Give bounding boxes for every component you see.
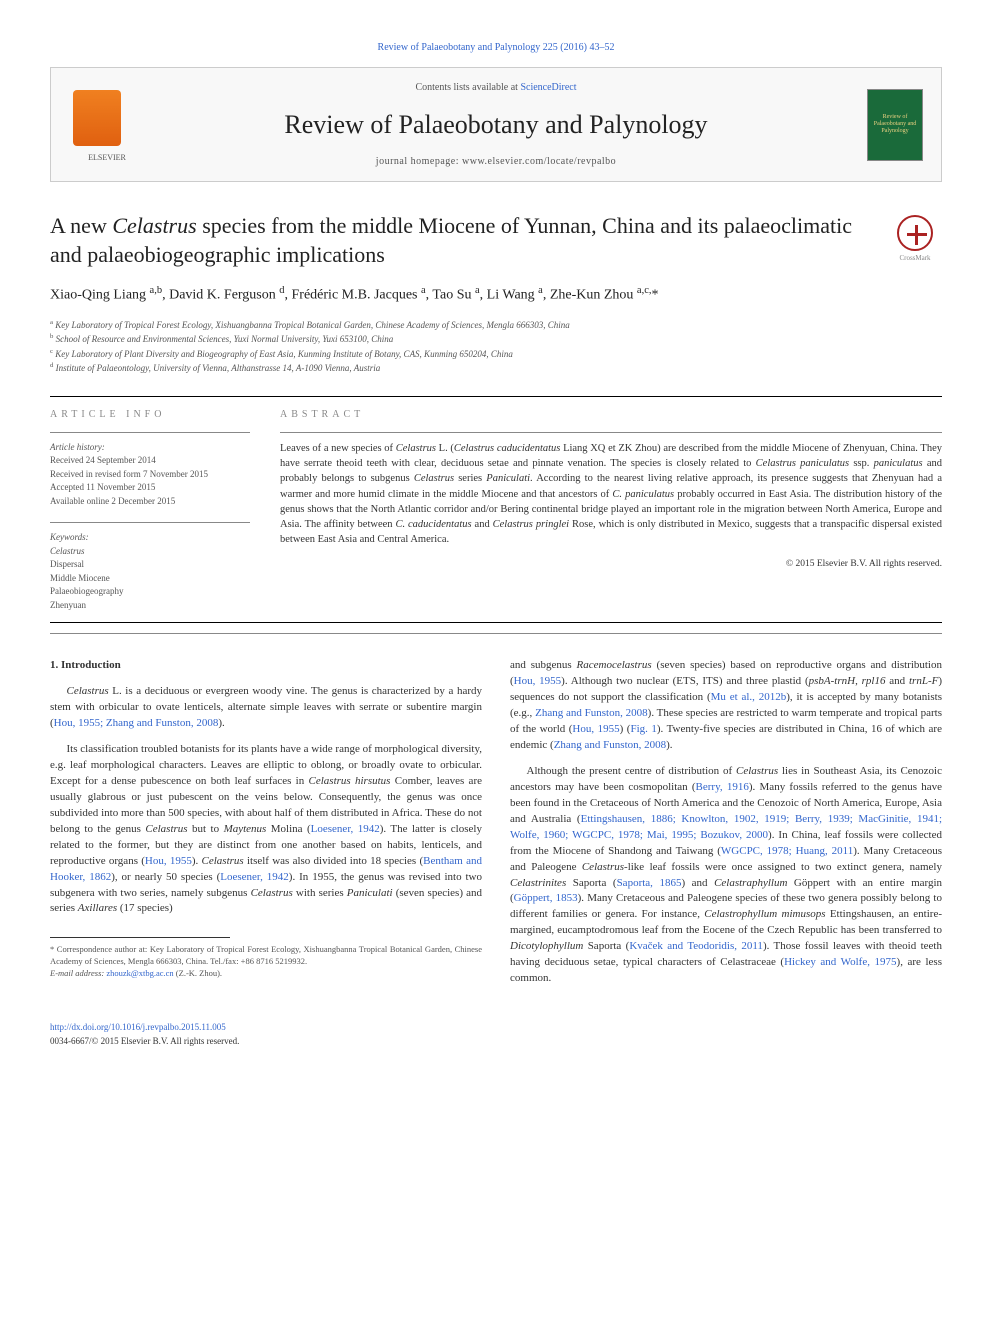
affiliation-line: d Institute of Palaeontology, University… [50, 361, 942, 376]
keyword: Palaeobiogeography [50, 585, 250, 599]
crossmark-icon [897, 215, 933, 251]
body-column-left: 1. Introduction Celastrus L. is a decidu… [50, 658, 482, 997]
corresponding-author-footnote: * Correspondence author at: Key Laborato… [50, 944, 482, 980]
keywords: Keywords: CelastrusDispersalMiddle Mioce… [50, 531, 250, 612]
journal-name: Review of Palaeobotany and Palynology [145, 105, 847, 144]
abstract-copyright: © 2015 Elsevier B.V. All rights reserved… [280, 557, 942, 571]
footnote-separator [50, 937, 230, 938]
rule [50, 633, 942, 634]
doi-link[interactable]: http://dx.doi.org/10.1016/j.revpalbo.201… [50, 1022, 226, 1032]
history-line: Received in revised form 7 November 2015 [50, 468, 250, 482]
affiliations: a Key Laboratory of Tropical Forest Ecol… [50, 318, 942, 376]
keyword: Dispersal [50, 558, 250, 572]
publisher-logo: ELSEVIER [69, 86, 145, 164]
article-history: Article history: Received 24 September 2… [50, 441, 250, 509]
affiliation-line: b School of Resource and Environmental S… [50, 332, 942, 347]
rule [50, 622, 942, 623]
contents-line: Contents lists available at ScienceDirec… [145, 80, 847, 95]
body-paragraph: and subgenus Racemocelastrus (seven spec… [510, 658, 942, 754]
affiliation-line: a Key Laboratory of Tropical Forest Ecol… [50, 318, 942, 333]
keyword: Middle Miocene [50, 572, 250, 586]
journal-homepage: journal homepage: www.elsevier.com/locat… [145, 154, 847, 169]
authors: Xiao-Qing Liang a,b, David K. Ferguson d… [50, 283, 942, 306]
body-column-right: and subgenus Racemocelastrus (seven spec… [510, 658, 942, 997]
body-paragraph: Celastrus L. is a deciduous or evergreen… [50, 684, 482, 732]
history-line: Received 24 September 2014 [50, 454, 250, 468]
affiliation-line: c Key Laboratory of Plant Diversity and … [50, 347, 942, 362]
keyword: Zhenyuan [50, 599, 250, 613]
journal-header: ELSEVIER Contents lists available at Sci… [50, 67, 942, 182]
email-link[interactable]: zhouzk@xtbg.ac.cn [106, 968, 173, 978]
journal-cover-thumb: Review of Palaeobotany and Palynology [867, 89, 923, 161]
section-heading: 1. Introduction [50, 658, 482, 674]
history-line: Accepted 11 November 2015 [50, 481, 250, 495]
sciencedirect-link[interactable]: ScienceDirect [520, 82, 576, 93]
body-paragraph: Its classification troubled botanists fo… [50, 742, 482, 917]
abstract-text: Leaves of a new species of Celastrus L. … [280, 441, 942, 548]
publisher-logo-label: ELSEVIER [69, 152, 145, 164]
body-paragraph: Although the present centre of distribut… [510, 764, 942, 987]
page-footer: http://dx.doi.org/10.1016/j.revpalbo.201… [50, 1021, 942, 1048]
rule [50, 396, 942, 397]
article-info-heading: ARTICLE INFO [50, 407, 250, 422]
article-title: A new Celastrus species from the middle … [50, 212, 868, 269]
top-citation-link[interactable]: Review of Palaeobotany and Palynology 22… [378, 42, 615, 53]
top-citation: Review of Palaeobotany and Palynology 22… [50, 40, 942, 55]
crossmark-badge[interactable]: CrossMark [888, 212, 942, 266]
history-line: Available online 2 December 2015 [50, 495, 250, 509]
abstract-heading: ABSTRACT [280, 407, 942, 422]
keyword: Celastrus [50, 545, 250, 559]
